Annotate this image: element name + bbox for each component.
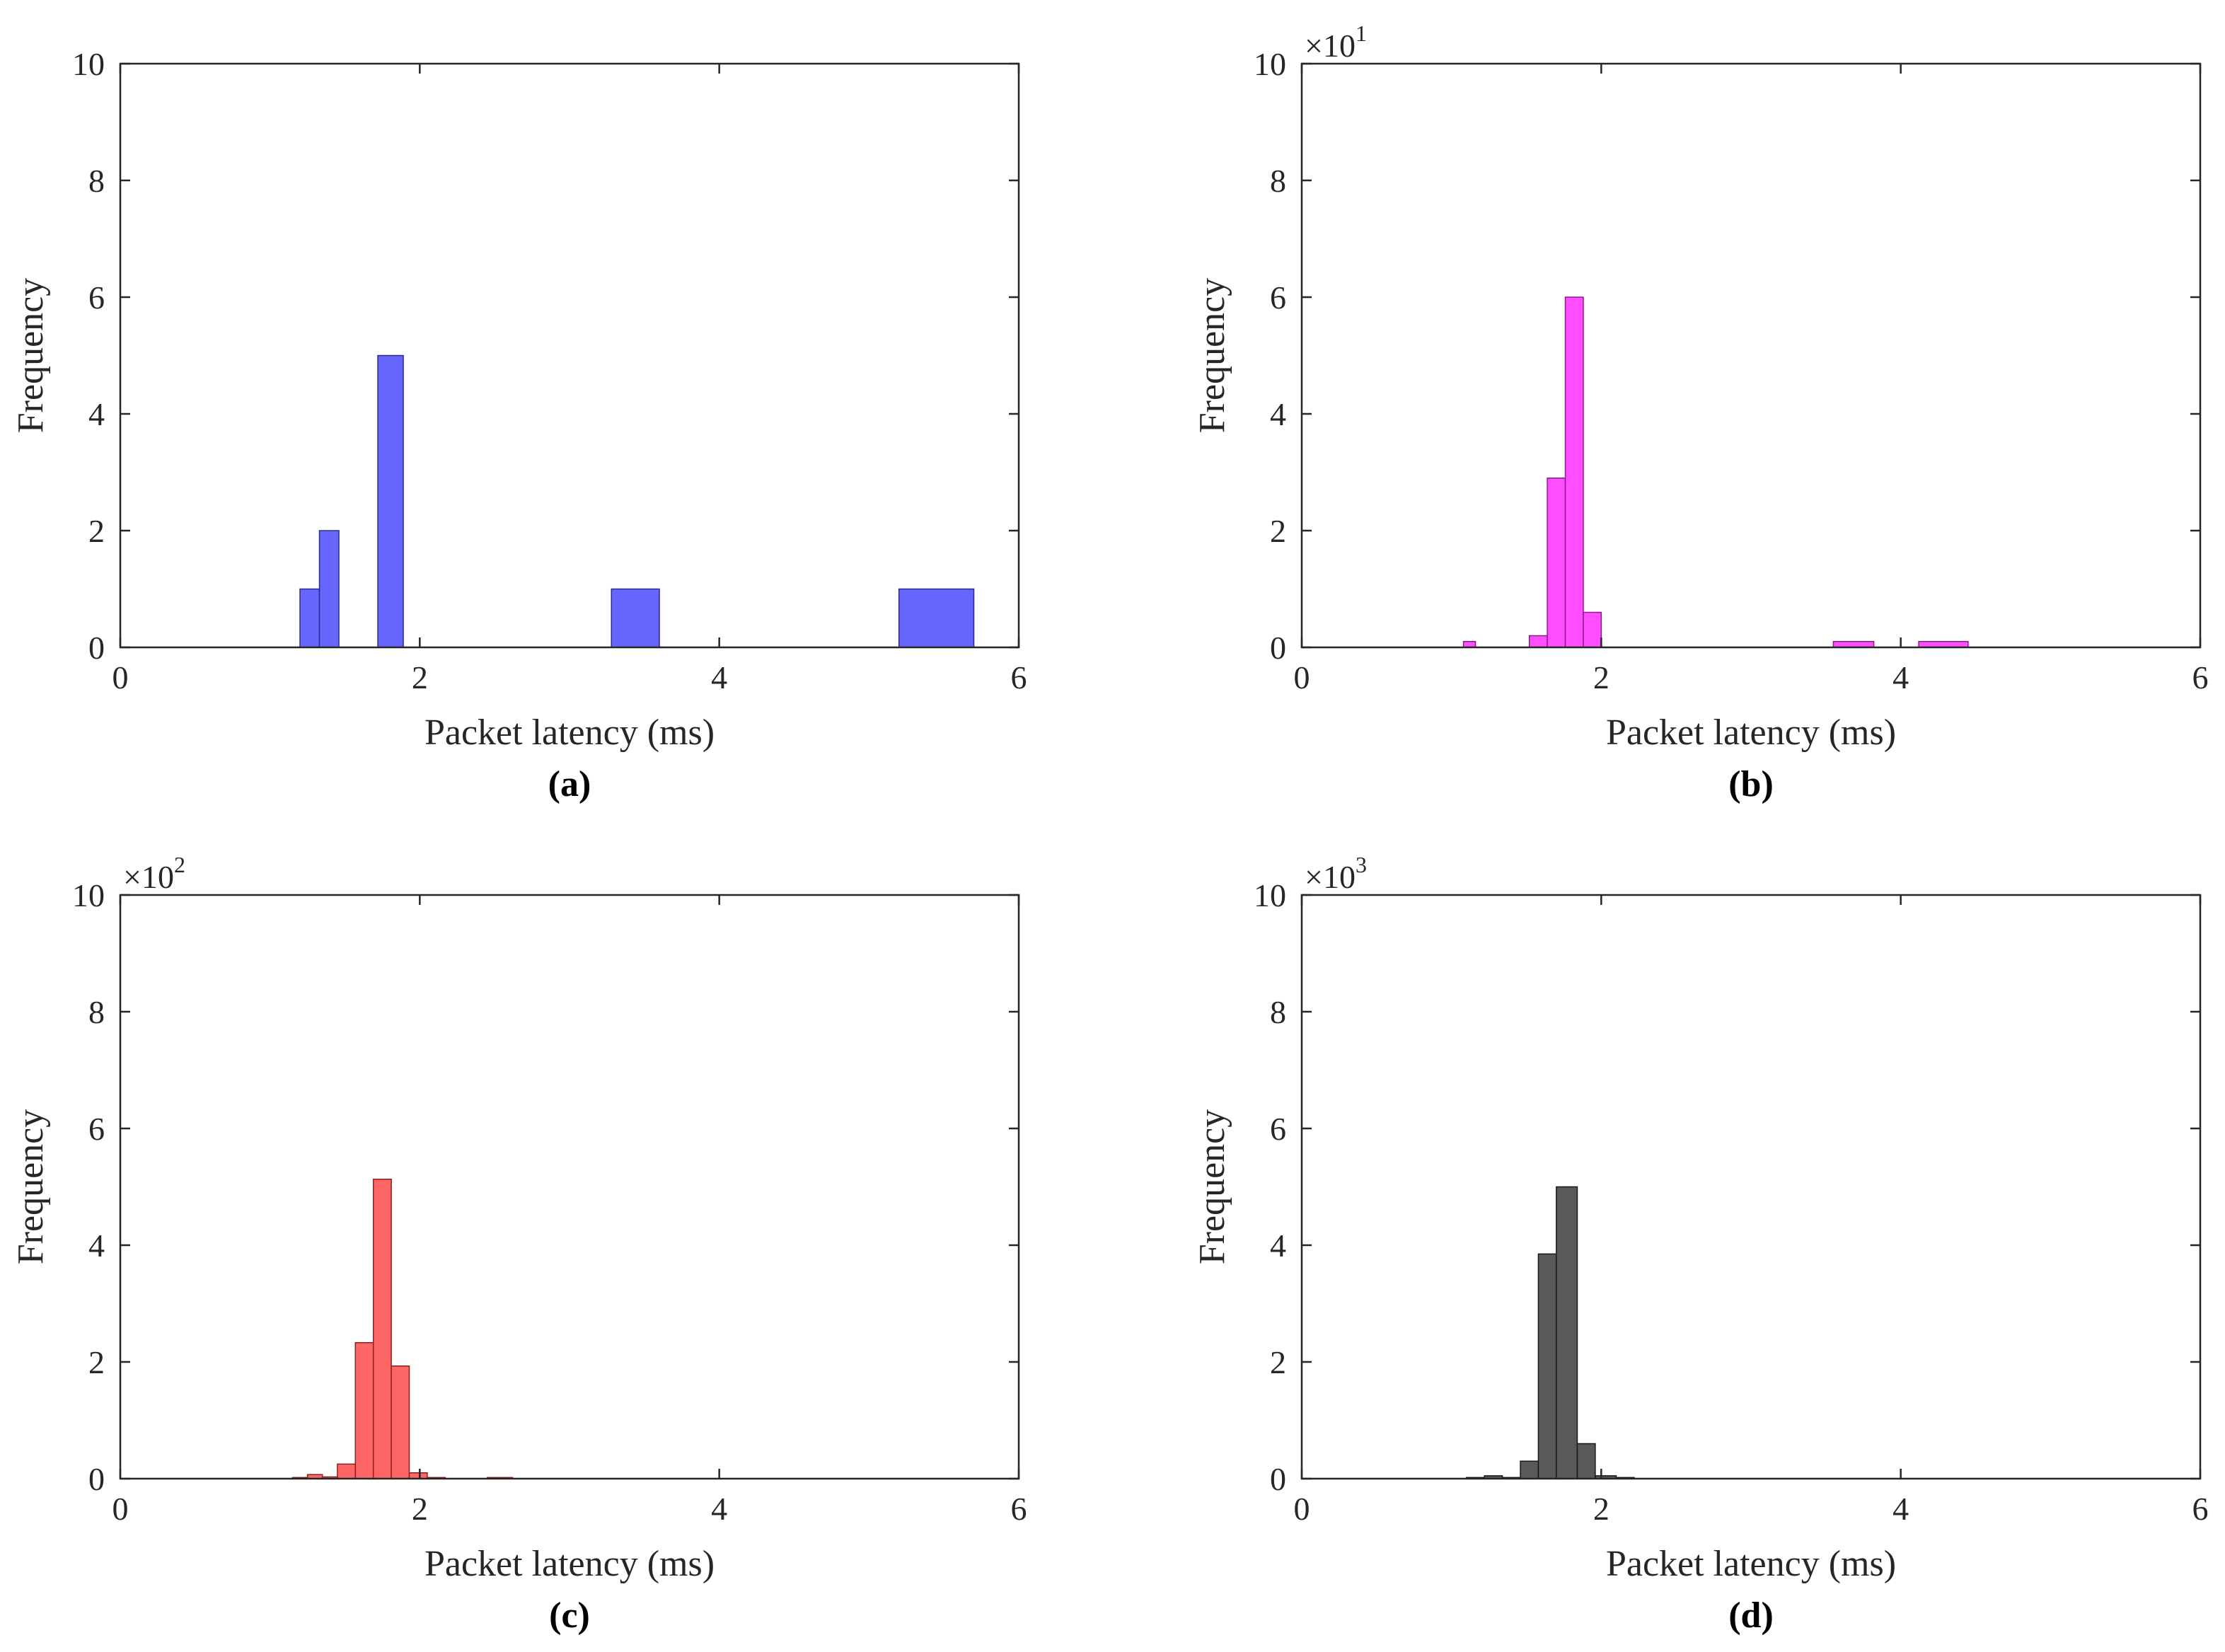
y-tick-label: 8 (1270, 994, 1286, 1030)
histogram-bar (1576, 1443, 1596, 1479)
histogram-bar (611, 588, 660, 648)
axes-frame (1300, 62, 2202, 649)
panel-caption: (d) (1728, 1595, 1774, 1636)
axes-frame (1300, 894, 2202, 1480)
y-tick-label: 10 (72, 877, 105, 913)
y-tick-label: 4 (1270, 396, 1286, 432)
histogram-bar (337, 1463, 357, 1479)
histogram-bar (1547, 478, 1566, 648)
histogram-bar (1564, 296, 1584, 648)
histogram-bar (299, 588, 320, 648)
x-tick-label: 0 (1294, 659, 1310, 695)
y-tick-label: 2 (1270, 513, 1286, 549)
x-axis-title: Packet latency (ms) (1606, 1544, 1896, 1584)
y-tick-label: 10 (1254, 46, 1286, 82)
axes-frame (119, 62, 1020, 649)
x-tick-label: 4 (711, 659, 727, 695)
panel-d: 0 2 4 6 0 2 4 6 8 10 ×103 Packet latency (ms) Freque… (1192, 852, 2209, 1636)
exponent-base: ×10 (1305, 859, 1356, 895)
x-axis-title: Packet latency (ms) (424, 712, 715, 753)
y-tick-label: 6 (1270, 1111, 1286, 1147)
y-tick-label: 0 (88, 1461, 105, 1497)
x-tick-label: 2 (412, 659, 428, 695)
x-tick-label: 4 (1892, 659, 1909, 695)
panel-caption: (b) (1728, 764, 1774, 804)
y-tick-label: 2 (88, 1344, 105, 1380)
y-tick-label: 2 (1270, 1344, 1286, 1380)
x-tick-label: 6 (1011, 659, 1027, 695)
y-tick-label: 6 (1270, 279, 1286, 316)
y-tick-label: 4 (1270, 1228, 1286, 1264)
y-tick-label: 8 (88, 994, 105, 1030)
histogram-bar (377, 354, 404, 648)
plot-area (1302, 895, 2200, 1479)
histogram-bar (1556, 1186, 1578, 1479)
x-tick-label: 2 (412, 1491, 428, 1527)
y-axis-title: Frequency (11, 1109, 51, 1264)
histogram-bar (318, 530, 340, 648)
x-tick-label: 0 (1294, 1491, 1310, 1527)
x-tick-label: 2 (1593, 1491, 1609, 1527)
panel-caption: (a) (548, 764, 591, 804)
histogram-bar (1520, 1460, 1539, 1479)
histogram-bar (391, 1365, 410, 1479)
y-axis-title: Frequency (1192, 1109, 1232, 1264)
x-tick-label: 0 (112, 1491, 129, 1527)
y-tick-label: 10 (1254, 877, 1286, 913)
x-tick-label: 4 (711, 1491, 727, 1527)
y-tick-label: 6 (88, 279, 105, 316)
histogram-bar (1537, 1253, 1557, 1479)
x-axis-title: Packet latency (ms) (424, 1544, 715, 1584)
histogram-bar (354, 1342, 374, 1479)
y-tick-label: 4 (88, 396, 105, 432)
y-tick-label: 0 (1270, 1461, 1286, 1497)
y-tick-label: 0 (1270, 630, 1286, 666)
plot-area (1302, 64, 2200, 647)
x-tick-label: 2 (1593, 659, 1609, 695)
plot-area (120, 895, 1019, 1479)
axes-frame (119, 894, 1020, 1480)
histogram-bar (1528, 635, 1548, 648)
histogram-bar (1583, 611, 1602, 648)
y-tick-label: 10 (72, 46, 105, 82)
histogram-bar (372, 1179, 392, 1479)
x-tick-label: 4 (1892, 1491, 1909, 1527)
x-tick-label: 0 (112, 659, 129, 695)
y-axis-title: Frequency (11, 278, 51, 433)
histogram-bar (898, 588, 975, 648)
y-exponent-label: ×101 (1305, 21, 1367, 64)
exponent-power: 1 (1356, 21, 1367, 46)
y-tick-label: 8 (1270, 163, 1286, 199)
exponent-power: 3 (1356, 852, 1367, 877)
x-tick-label: 6 (2192, 659, 2209, 695)
panel-b: 0 2 4 6 0 2 4 6 8 10 ×101 Packet latency (ms) Freque… (1192, 21, 2209, 804)
x-axis-title: Packet latency (ms) (1606, 712, 1896, 753)
y-axis-title: Frequency (1192, 278, 1232, 433)
exponent-base: ×10 (1305, 28, 1356, 64)
panel-caption: (c) (549, 1595, 590, 1636)
x-tick-label: 6 (1011, 1491, 1027, 1527)
plot-area (120, 64, 1019, 647)
y-tick-label: 0 (88, 630, 105, 666)
y-tick-label: 2 (88, 513, 105, 549)
y-exponent-label: ×103 (1305, 852, 1367, 895)
y-tick-label: 8 (88, 163, 105, 199)
y-tick-label: 4 (88, 1228, 105, 1264)
exponent-base: ×10 (123, 859, 174, 895)
panel-a: 0 2 4 6 0 2 4 6 8 10 Packet latency (ms) Frequency (… (11, 46, 1027, 804)
exponent-power: 2 (174, 852, 185, 877)
y-tick-label: 6 (88, 1111, 105, 1147)
x-tick-label: 6 (2192, 1491, 2209, 1527)
y-exponent-label: ×102 (123, 852, 185, 895)
